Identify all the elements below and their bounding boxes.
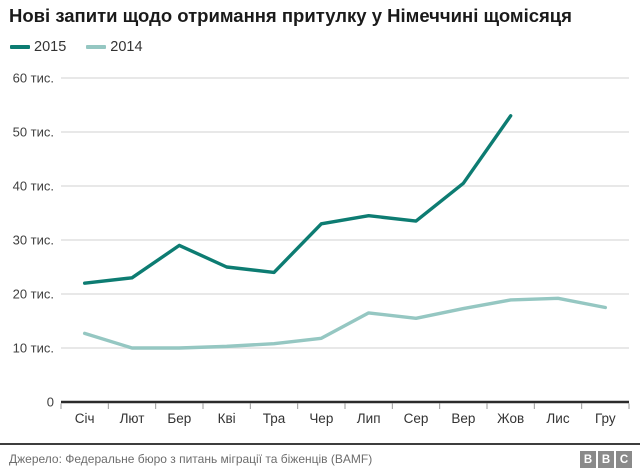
series-line-2014: [82, 296, 608, 350]
legend-label-2014: 2014: [110, 39, 143, 55]
legend-swatch-2015: [10, 45, 30, 49]
series-line-2015: [82, 114, 513, 285]
bbc-logo: B B C: [580, 451, 632, 468]
footer: Джерело: Федеральне бюро з питань міграц…: [0, 443, 640, 475]
legend-label-2015: 2015: [34, 39, 67, 55]
y-axis-tick-label: 30 тис.: [13, 233, 54, 248]
y-axis-tick-label: 40 тис.: [13, 179, 54, 194]
x-axis-month-label: Лют: [120, 411, 145, 426]
legend: 2015 2014: [10, 39, 143, 55]
y-axis-tick-label: 20 тис.: [13, 287, 54, 302]
y-axis-tick-label: 10 тис.: [13, 341, 54, 356]
source-note: Джерело: Федеральне бюро з питань міграц…: [9, 452, 373, 466]
line-chart: 0 10 тис. 20 тис. 30 тис. 40 тис. 50 тис. 60 т…: [13, 71, 630, 426]
x-axis-month-label: Жов: [497, 411, 524, 426]
x-axis-month-label: Бер: [167, 411, 191, 426]
bbc-logo-block-c: C: [616, 451, 632, 468]
legend-swatch-2014: [86, 45, 107, 49]
y-axis-tick-label: 0: [47, 395, 54, 410]
x-axis-month-label: Гру: [595, 411, 616, 426]
x-axis-month-label: Чер: [309, 411, 333, 426]
x-axis-month-label: Вер: [451, 411, 475, 426]
x-axis-month-label: Лип: [357, 411, 381, 426]
y-axis-tick-label: 60 тис.: [13, 71, 54, 86]
x-axis-month-label: Тра: [263, 411, 286, 426]
x-axis-month-label: Кві: [218, 411, 236, 426]
legend-item-2014: 2014: [86, 39, 143, 55]
legend-item-2015: 2015: [10, 39, 66, 55]
x-axis-month-label: Лис: [546, 411, 569, 426]
y-axis-tick-label: 50 тис.: [13, 125, 54, 140]
bbc-logo-block-b2: B: [598, 451, 614, 468]
x-axis-month-label: Січ: [75, 411, 95, 426]
x-axis-month-label: Сер: [404, 411, 429, 426]
chart-title: Нові запити щодо отримання притулку у Ні…: [9, 5, 572, 26]
bbc-logo-block-b1: B: [580, 451, 596, 468]
